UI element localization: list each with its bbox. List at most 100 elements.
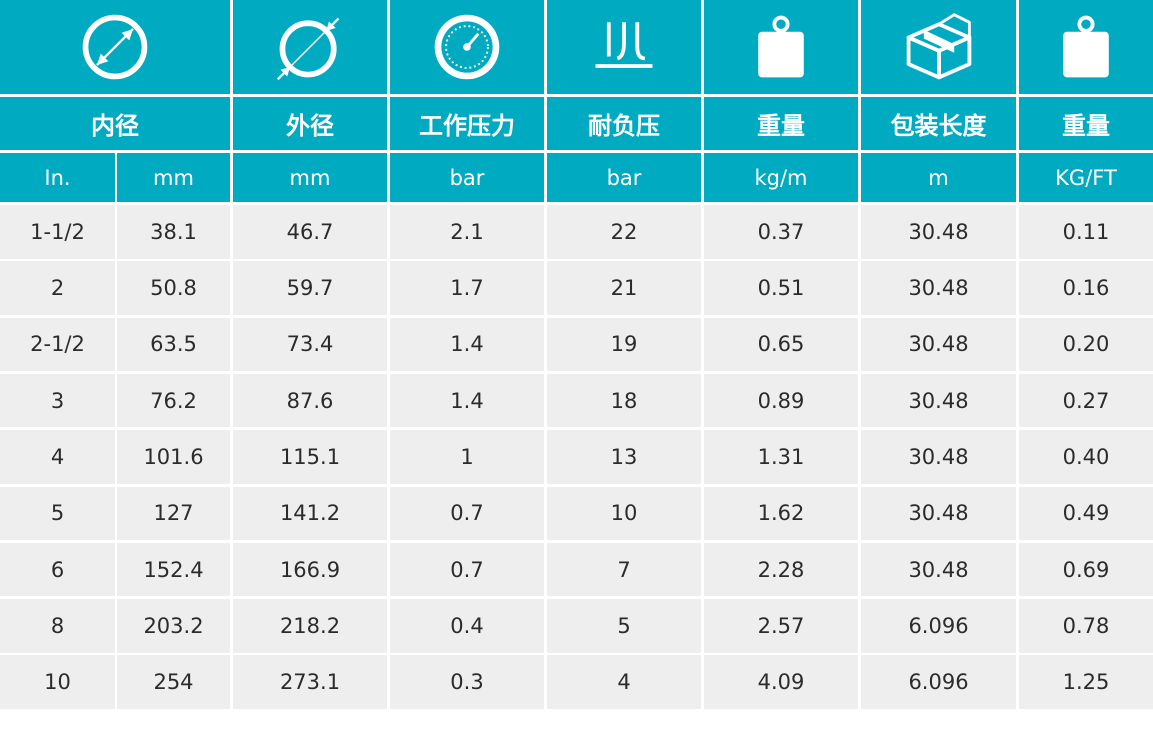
column-title: 内径 [0, 97, 230, 150]
table-cell: 0.51 [704, 261, 858, 315]
table-cell: 254 [117, 655, 230, 709]
table-cell: 0.3 [390, 655, 544, 709]
table-cell: 1 [390, 430, 544, 484]
table-cell: 141.2 [233, 486, 387, 540]
column-unit: mm [233, 153, 387, 202]
header-icon-cell [1019, 0, 1153, 94]
table-cell: 13 [547, 430, 701, 484]
table-cell: 87.6 [233, 373, 387, 428]
diameter-outer-icon [272, 9, 348, 85]
table-cell: 5 [0, 486, 115, 540]
table-cell: 0.49 [1019, 486, 1153, 540]
spec-table: 内径 In. mm 外径 mm 工作压力 bar 耐负压 bar 重量 kg/m 包装长度 m 重量 KG/… [0, 0, 1153, 709]
header-icon-cell [390, 0, 544, 94]
table-cell: 7 [547, 542, 701, 597]
table-cell: 4 [0, 430, 115, 484]
table-cell: 0.27 [1019, 373, 1153, 428]
diameter-inner-icon [77, 9, 153, 85]
table-cell: 166.9 [233, 542, 387, 597]
table-cell: 203.2 [117, 599, 230, 653]
table-cell: 6.096 [861, 655, 1016, 709]
table-cell: 1.25 [1019, 655, 1153, 709]
table-cell: 0.11 [1019, 205, 1153, 259]
table-cell: 2 [0, 261, 115, 315]
table-cell: 50.8 [117, 261, 230, 315]
table-cell: 59.7 [233, 261, 387, 315]
table-cell: 22 [547, 205, 701, 259]
table-cell: 0.7 [390, 542, 544, 597]
table-cell: 101.6 [117, 430, 230, 484]
table-cell: 1.7 [390, 261, 544, 315]
column-title: 工作压力 [390, 97, 544, 150]
table-cell: 73.4 [233, 317, 387, 372]
column-unit: kg/m [704, 153, 858, 202]
column-title: 重量 [1019, 97, 1153, 150]
column-unit: m [861, 153, 1016, 202]
weight-icon [1048, 9, 1124, 85]
table-cell: 0.4 [390, 599, 544, 653]
table-cell: 2.28 [704, 542, 858, 597]
table-cell: 30.48 [861, 205, 1016, 259]
column-title: 重量 [704, 97, 858, 150]
table-cell: 2-1/2 [0, 317, 115, 372]
column-unit: In. [0, 153, 115, 202]
table-cell: 1-1/2 [0, 205, 115, 259]
column-title: 外径 [233, 97, 387, 150]
table-cell: 4.09 [704, 655, 858, 709]
table-cell: 46.7 [233, 205, 387, 259]
table-cell: 10 [0, 655, 115, 709]
table-cell: 30.48 [861, 317, 1016, 372]
table-cell: 1.31 [704, 430, 858, 484]
table-cell: 30.48 [861, 542, 1016, 597]
table-cell: 273.1 [233, 655, 387, 709]
table-cell: 0.69 [1019, 542, 1153, 597]
table-cell: 2.57 [704, 599, 858, 653]
column-title: 包装长度 [861, 97, 1016, 150]
table-cell: 8 [0, 599, 115, 653]
table-cell: 63.5 [117, 317, 230, 372]
weight-icon [743, 9, 819, 85]
header-icon-cell [0, 0, 230, 94]
table-cell: 3 [0, 373, 115, 428]
table-cell: 1.4 [390, 373, 544, 428]
table-cell: 0.40 [1019, 430, 1153, 484]
table-cell: 0.65 [704, 317, 858, 372]
table-cell: 6.096 [861, 599, 1016, 653]
table-cell: 0.89 [704, 373, 858, 428]
table-cell: 18 [547, 373, 701, 428]
package-box-icon [901, 9, 977, 85]
table-cell: 0.37 [704, 205, 858, 259]
table-cell: 10 [547, 486, 701, 540]
table-cell: 127 [117, 486, 230, 540]
table-cell: 19 [547, 317, 701, 372]
table-cell: 152.4 [117, 542, 230, 597]
pressure-gauge-icon [429, 9, 505, 85]
column-unit: bar [390, 153, 544, 202]
column-title: 耐负压 [547, 97, 701, 150]
header-icon-cell [233, 0, 387, 94]
table-cell: 21 [547, 261, 701, 315]
table-cell: 0.78 [1019, 599, 1153, 653]
table-cell: 218.2 [233, 599, 387, 653]
table-cell: 4 [547, 655, 701, 709]
table-cell: 30.48 [861, 486, 1016, 540]
table-cell: 76.2 [117, 373, 230, 428]
table-cell: 5 [547, 599, 701, 653]
header-icon-cell [861, 0, 1016, 94]
column-unit: KG/FT [1019, 153, 1153, 202]
table-cell: 2.1 [390, 205, 544, 259]
table-cell: 30.48 [861, 373, 1016, 428]
column-unit: mm [117, 153, 230, 202]
table-cell: 1.62 [704, 486, 858, 540]
column-unit: bar [547, 153, 701, 202]
table-cell: 1.4 [390, 317, 544, 372]
table-cell: 38.1 [117, 205, 230, 259]
table-cell: 30.48 [861, 430, 1016, 484]
table-cell: 0.7 [390, 486, 544, 540]
header-icon-cell [704, 0, 858, 94]
table-cell: 30.48 [861, 261, 1016, 315]
table-cell: 0.16 [1019, 261, 1153, 315]
table-cell: 115.1 [233, 430, 387, 484]
table-cell: 0.20 [1019, 317, 1153, 372]
vacuum-icon [586, 9, 662, 85]
